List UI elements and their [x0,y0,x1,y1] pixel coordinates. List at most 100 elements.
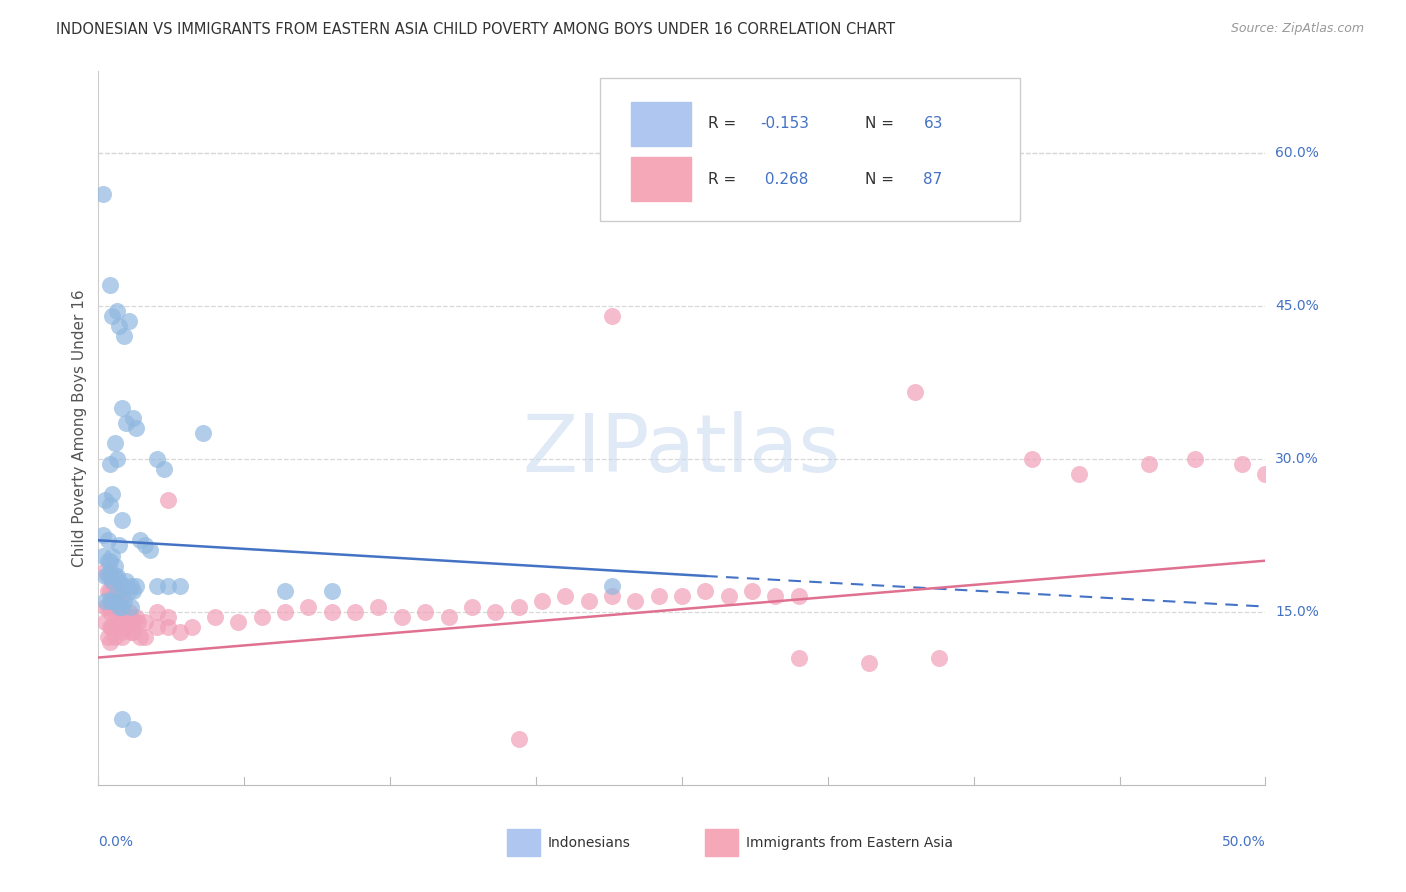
Point [858,656,880,670]
Point [122,722,145,736]
Point [101,620,124,634]
FancyBboxPatch shape [600,78,1021,221]
Text: 45.0%: 45.0% [1275,299,1319,313]
Point [94,599,117,614]
Point [717,590,740,604]
Point [180,620,202,634]
Point [98,594,121,608]
Point [111,712,134,726]
Text: 63: 63 [924,116,943,131]
Point [1137,457,1160,471]
Text: 0.0%: 0.0% [98,835,134,849]
Point [105,451,128,466]
Text: 50.0%: 50.0% [1222,835,1265,849]
Point [108,605,131,619]
Point [91,528,114,542]
Point [94,564,117,578]
Point [125,579,148,593]
Point [118,605,141,619]
Point [169,579,191,593]
Point [508,732,530,747]
Point [134,615,156,629]
Point [695,584,717,599]
Point [91,186,114,201]
Point [122,584,145,599]
Point [1230,457,1253,471]
Point [111,630,134,644]
Point [101,590,124,604]
Point [111,579,134,593]
Point [104,579,127,593]
Point [101,599,124,614]
Point [94,569,117,583]
Text: Indonesians: Indonesians [548,836,630,850]
Point [1254,467,1277,481]
Point [157,609,180,624]
Point [98,635,121,649]
Point [94,594,117,608]
Point [97,533,120,548]
Point [115,416,138,430]
Point [763,590,786,604]
Point [108,594,131,608]
Point [108,574,131,588]
Point [112,609,135,624]
Point [250,609,273,624]
Point [297,599,319,614]
Point [228,615,250,629]
Point [104,558,127,573]
Point [600,579,623,593]
Point [101,574,124,588]
Point [98,498,121,512]
Point [554,590,576,604]
Point [321,584,343,599]
Text: 87: 87 [924,172,943,187]
Point [344,605,367,619]
Point [101,309,124,323]
Text: 0.268: 0.268 [761,172,808,187]
Point [104,630,127,644]
Point [98,554,121,568]
Point [111,590,134,604]
Point [391,609,413,624]
Point [105,304,128,318]
Point [578,594,600,608]
Point [105,594,128,608]
Point [129,533,152,548]
Point [152,462,174,476]
Point [118,584,141,599]
Point [105,569,128,583]
Point [94,615,117,629]
Point [112,594,135,608]
Point [120,625,142,640]
Point [146,605,169,619]
Point [98,569,121,583]
Point [98,564,121,578]
Point [108,599,131,614]
Point [1021,451,1043,466]
Point [112,579,135,593]
Point [91,549,114,563]
Point [134,630,156,644]
Text: N =: N = [865,172,898,187]
Point [367,599,389,614]
Point [274,584,297,599]
Point [105,590,128,604]
Point [139,543,162,558]
Point [97,554,120,568]
Point [111,625,134,640]
Point [112,329,135,343]
FancyBboxPatch shape [508,830,540,856]
Point [157,620,180,634]
Point [111,401,134,415]
Point [125,609,148,624]
Point [1067,467,1090,481]
Text: N =: N = [865,116,898,131]
Text: ZIPatlas: ZIPatlas [523,410,841,489]
Point [97,569,120,583]
Point [461,599,484,614]
Point [104,569,127,583]
Point [787,590,810,604]
Point [111,513,134,527]
Point [741,584,763,599]
